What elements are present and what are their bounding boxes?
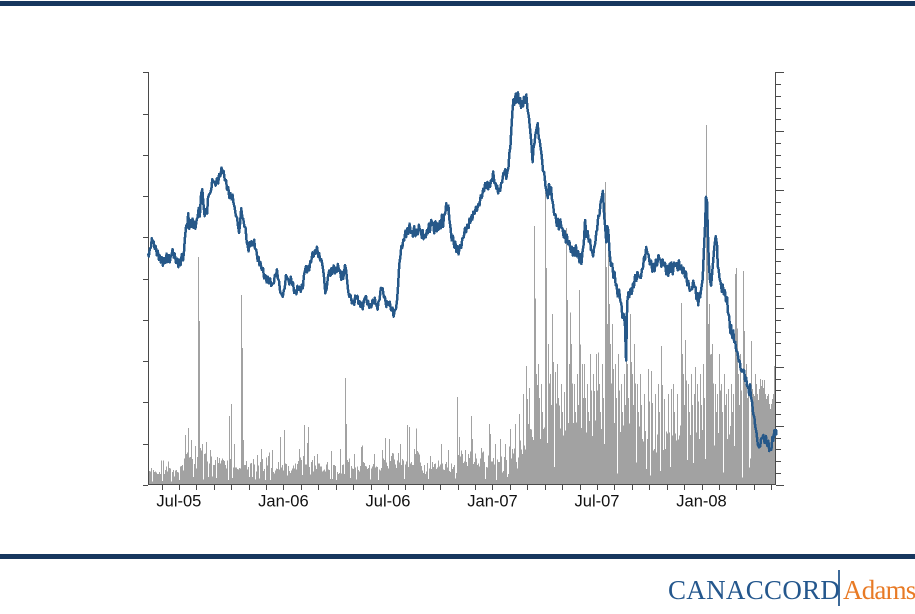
svg-text:Jul-07: Jul-07 [575, 493, 620, 511]
svg-text:Jan-07: Jan-07 [467, 493, 517, 511]
svg-text:Jul-05: Jul-05 [156, 493, 201, 511]
svg-text:Jan-08: Jan-08 [676, 493, 726, 511]
svg-text:Jul-06: Jul-06 [366, 493, 411, 511]
svg-text:Jan-06: Jan-06 [258, 493, 308, 511]
